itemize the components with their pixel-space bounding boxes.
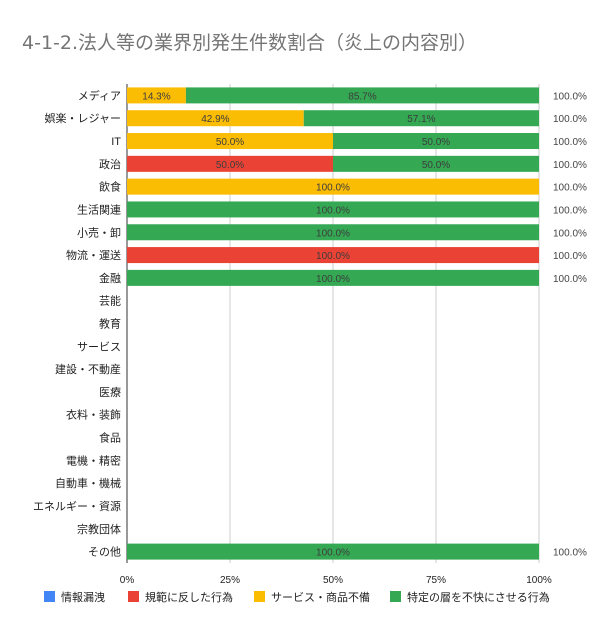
bar-segment: [303, 110, 539, 127]
legend-swatch: [44, 591, 55, 602]
x-tick-label: 100%: [526, 575, 552, 586]
bar-segment: [185, 87, 539, 104]
legend-swatch: [390, 591, 401, 602]
bar-segment: [333, 133, 539, 150]
bar-data-label: 100.0%: [316, 228, 350, 239]
category-label: IT: [111, 136, 121, 148]
x-tick-label: 25%: [220, 575, 240, 586]
legend-label: 特定の層を不快にさせる行為: [407, 590, 550, 604]
legend-label: 情報漏洩: [61, 590, 105, 604]
category-label: エネルギー・資源: [33, 499, 121, 513]
category-label: 衣料・装飾: [66, 408, 121, 422]
bar-total-label: 100.0%: [553, 205, 587, 216]
bar-data-label: 85.7%: [348, 91, 376, 102]
bar-segment: [127, 543, 539, 560]
category-label: 宗教団体: [77, 522, 121, 536]
bar-segment: [127, 224, 539, 241]
legend-swatch: [128, 591, 139, 602]
bar-data-label: 14.3%: [142, 91, 170, 102]
category-label: 建設・不動産: [55, 362, 121, 376]
legend-label: サービス・商品不備: [271, 590, 370, 604]
bar-total-label: 100.0%: [553, 114, 587, 125]
bar-total-label: 100.0%: [553, 548, 587, 559]
bar-data-label: 100.0%: [316, 548, 350, 559]
grid-lines: [126, 84, 540, 563]
category-label: 生活関連: [77, 202, 121, 216]
x-tick-label: 75%: [426, 575, 446, 586]
category-label: その他: [88, 546, 121, 559]
bar-segment: [127, 110, 304, 127]
category-label: 娯楽・レジャー: [45, 111, 121, 125]
bar-data-label: 50.0%: [422, 137, 450, 148]
bar-segment: [127, 133, 333, 150]
category-label: 芸能: [99, 294, 121, 308]
category-label: 電機・精密: [66, 453, 121, 467]
category-label: 医療: [99, 385, 121, 399]
category-label: 小売・卸: [77, 225, 121, 239]
category-label: 政治: [99, 157, 121, 171]
legend: 情報漏洩 規範に反した行為 サービス・商品不備 特定の層を不快にさせる行為: [44, 590, 550, 604]
bar-data-label: 50.0%: [216, 137, 244, 148]
bar-total-label: 100.0%: [553, 228, 587, 239]
category-label: 自動車・機械: [55, 476, 121, 490]
bar-segment: [127, 155, 333, 172]
category-label: サービス: [77, 340, 121, 353]
bar-total-label: 100.0%: [553, 274, 587, 285]
category-label: 教育: [99, 317, 121, 331]
category-label: 飲食: [99, 180, 121, 194]
legend-swatch: [254, 591, 265, 602]
legend-label: 規範に反した行為: [145, 590, 233, 604]
x-tick-label: 0%: [120, 575, 135, 586]
bar-segment: [127, 178, 539, 195]
bar-data-label: 50.0%: [216, 160, 244, 171]
labels: 0% 25% 50% 75% 100% メディア 14.3% 85.7% 100.0% 娯楽・レジ…: [33, 88, 587, 586]
bar-data-label: 100.0%: [316, 274, 350, 285]
category-label: 金融: [99, 271, 121, 285]
bar-segment: [333, 155, 539, 172]
bar-segment: [127, 87, 186, 104]
category-label: 物流・運送: [66, 248, 121, 262]
category-label: メディア: [78, 88, 121, 102]
chart-title: 4-1-2.法人等の業界別発生件数割合（炎上の内容別）: [22, 32, 478, 54]
bar-data-label: 100.0%: [316, 183, 350, 194]
bar-segment: [127, 269, 539, 286]
bar-segment: [127, 201, 539, 218]
bar-total-label: 100.0%: [553, 160, 587, 171]
bar-data-label: 42.9%: [201, 114, 229, 125]
bars: [127, 87, 539, 560]
bar-total-label: 100.0%: [553, 137, 587, 148]
category-label: 食品: [99, 431, 121, 445]
bar-data-label: 57.1%: [407, 114, 435, 125]
bar-data-label: 100.0%: [316, 205, 350, 216]
bar-total-label: 100.0%: [553, 183, 587, 194]
bar-data-label: 50.0%: [422, 160, 450, 171]
bar-data-label: 100.0%: [316, 251, 350, 262]
bar-total-label: 100.0%: [553, 91, 587, 102]
bar-segment: [127, 247, 539, 264]
bar-total-label: 100.0%: [553, 251, 587, 262]
x-tick-label: 50%: [323, 575, 343, 586]
